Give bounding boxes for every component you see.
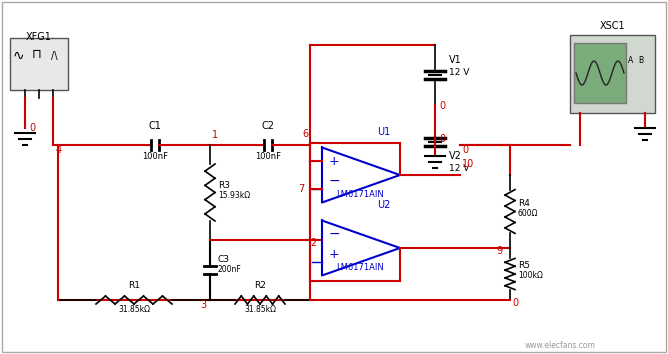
Text: A: A [628,56,633,65]
Text: 12 V: 12 V [449,164,470,173]
Text: 12 V: 12 V [449,68,470,77]
Text: C3: C3 [218,255,230,264]
Text: C1: C1 [148,121,162,131]
Text: 100kΩ: 100kΩ [518,271,543,280]
Text: 200nF: 200nF [218,265,242,274]
Text: XSC1: XSC1 [600,21,625,31]
Text: R3: R3 [218,181,230,189]
Text: R5: R5 [518,261,530,270]
Bar [574,43,626,103]
Text: ∿: ∿ [12,49,24,63]
Bar [570,35,655,113]
Text: 1: 1 [212,130,218,140]
Text: /\: /\ [51,51,57,61]
Text: XFG1: XFG1 [26,32,52,42]
Text: 31.85kΩ: 31.85kΩ [118,305,150,314]
Text: LM6171AIN: LM6171AIN [336,190,384,199]
Text: 10: 10 [462,159,474,169]
Text: LM6171AIN: LM6171AIN [336,263,384,272]
Text: 100nF: 100nF [255,152,281,161]
Bar [10,38,68,90]
Text: 0: 0 [462,145,468,155]
Text: 100nF: 100nF [142,152,168,161]
Text: 0: 0 [439,101,445,111]
Text: U2: U2 [377,200,390,210]
Text: 31.85kΩ: 31.85kΩ [244,305,276,314]
Text: 7: 7 [298,184,304,194]
Text: 600Ω: 600Ω [518,209,538,217]
Text: U1: U1 [377,127,390,137]
Text: R1: R1 [128,281,140,290]
Text: −: − [328,227,340,241]
Text: 0: 0 [439,134,445,144]
Text: R4: R4 [518,199,530,207]
Text: C2: C2 [261,121,275,131]
Text: 3: 3 [200,300,206,310]
Text: V1: V1 [449,55,462,65]
Text: 0: 0 [512,298,518,308]
Text: +: + [329,248,339,261]
Text: B: B [638,56,643,65]
Text: 15.93kΩ: 15.93kΩ [218,190,250,200]
Text: www.elecfans.com: www.elecfans.com [524,341,595,350]
Text: 4: 4 [56,145,62,155]
Text: 9: 9 [496,246,502,256]
Text: V2: V2 [449,151,462,161]
Text: 2: 2 [310,238,316,248]
Text: 0: 0 [29,123,35,133]
Text: R2: R2 [254,281,266,290]
Text: 6: 6 [302,129,308,139]
Text: −: − [328,174,340,188]
Text: +: + [329,155,339,168]
Text: ⊓: ⊓ [32,48,42,61]
